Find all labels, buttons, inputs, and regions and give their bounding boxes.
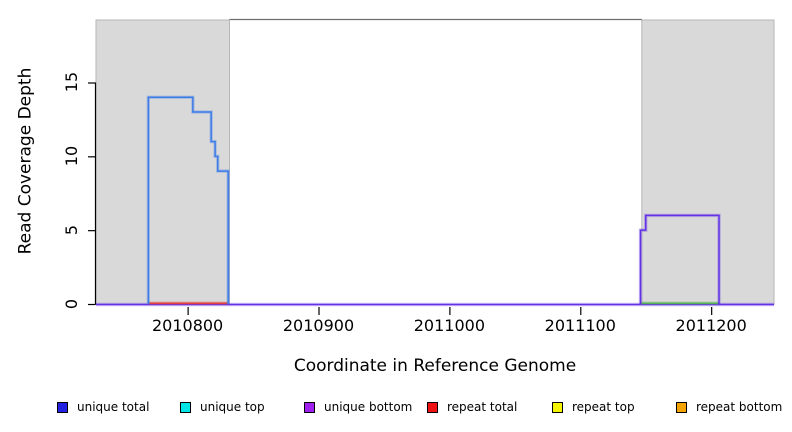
x-tick-label: 2011100 (544, 316, 616, 335)
legend-item-repeat-bottom: repeat bottom (676, 399, 782, 415)
legend-item-unique-top: unique top (180, 399, 265, 415)
legend-item-unique-bottom: unique bottom (304, 399, 412, 415)
x-tick-label: 2011000 (413, 316, 486, 335)
x-tick-label: 2010900 (282, 316, 355, 335)
legend-item-repeat-total: repeat total (427, 399, 517, 415)
legend-swatch-icon (57, 401, 68, 413)
legend-swatch-icon (427, 401, 438, 413)
legend-label: repeat top (572, 400, 635, 414)
legend: unique total unique top unique bottom repea… (0, 399, 792, 417)
legend-swatch-icon (180, 401, 191, 413)
legend-item-repeat-top: repeat top (552, 399, 635, 415)
x-tick-label: 2010800 (151, 316, 224, 335)
y-tick-label: 15 (62, 72, 81, 93)
y-tick-label: 5 (62, 225, 81, 236)
repeat-region-right (641, 19, 775, 305)
legend-label: unique bottom (324, 400, 413, 414)
y-tick-label: 0 (62, 298, 81, 310)
repeat-region-left (95, 19, 231, 305)
legend-swatch-icon (676, 401, 687, 413)
legend-label: repeat bottom (696, 400, 783, 414)
y-tick-label: 10 (62, 146, 81, 167)
x-tick-label: 2011200 (675, 316, 747, 335)
legend-swatch-icon (304, 401, 315, 413)
legend-item-unique-total: unique total (57, 399, 149, 415)
x-axis-title: Coordinate in Reference Genome (293, 356, 577, 376)
legend-label: repeat total (447, 400, 518, 414)
legend-swatch-icon (552, 401, 563, 413)
y-axis-title: Read Coverage Depth (15, 67, 36, 255)
legend-label: unique top (200, 400, 265, 414)
legend-label: unique total (77, 400, 150, 414)
